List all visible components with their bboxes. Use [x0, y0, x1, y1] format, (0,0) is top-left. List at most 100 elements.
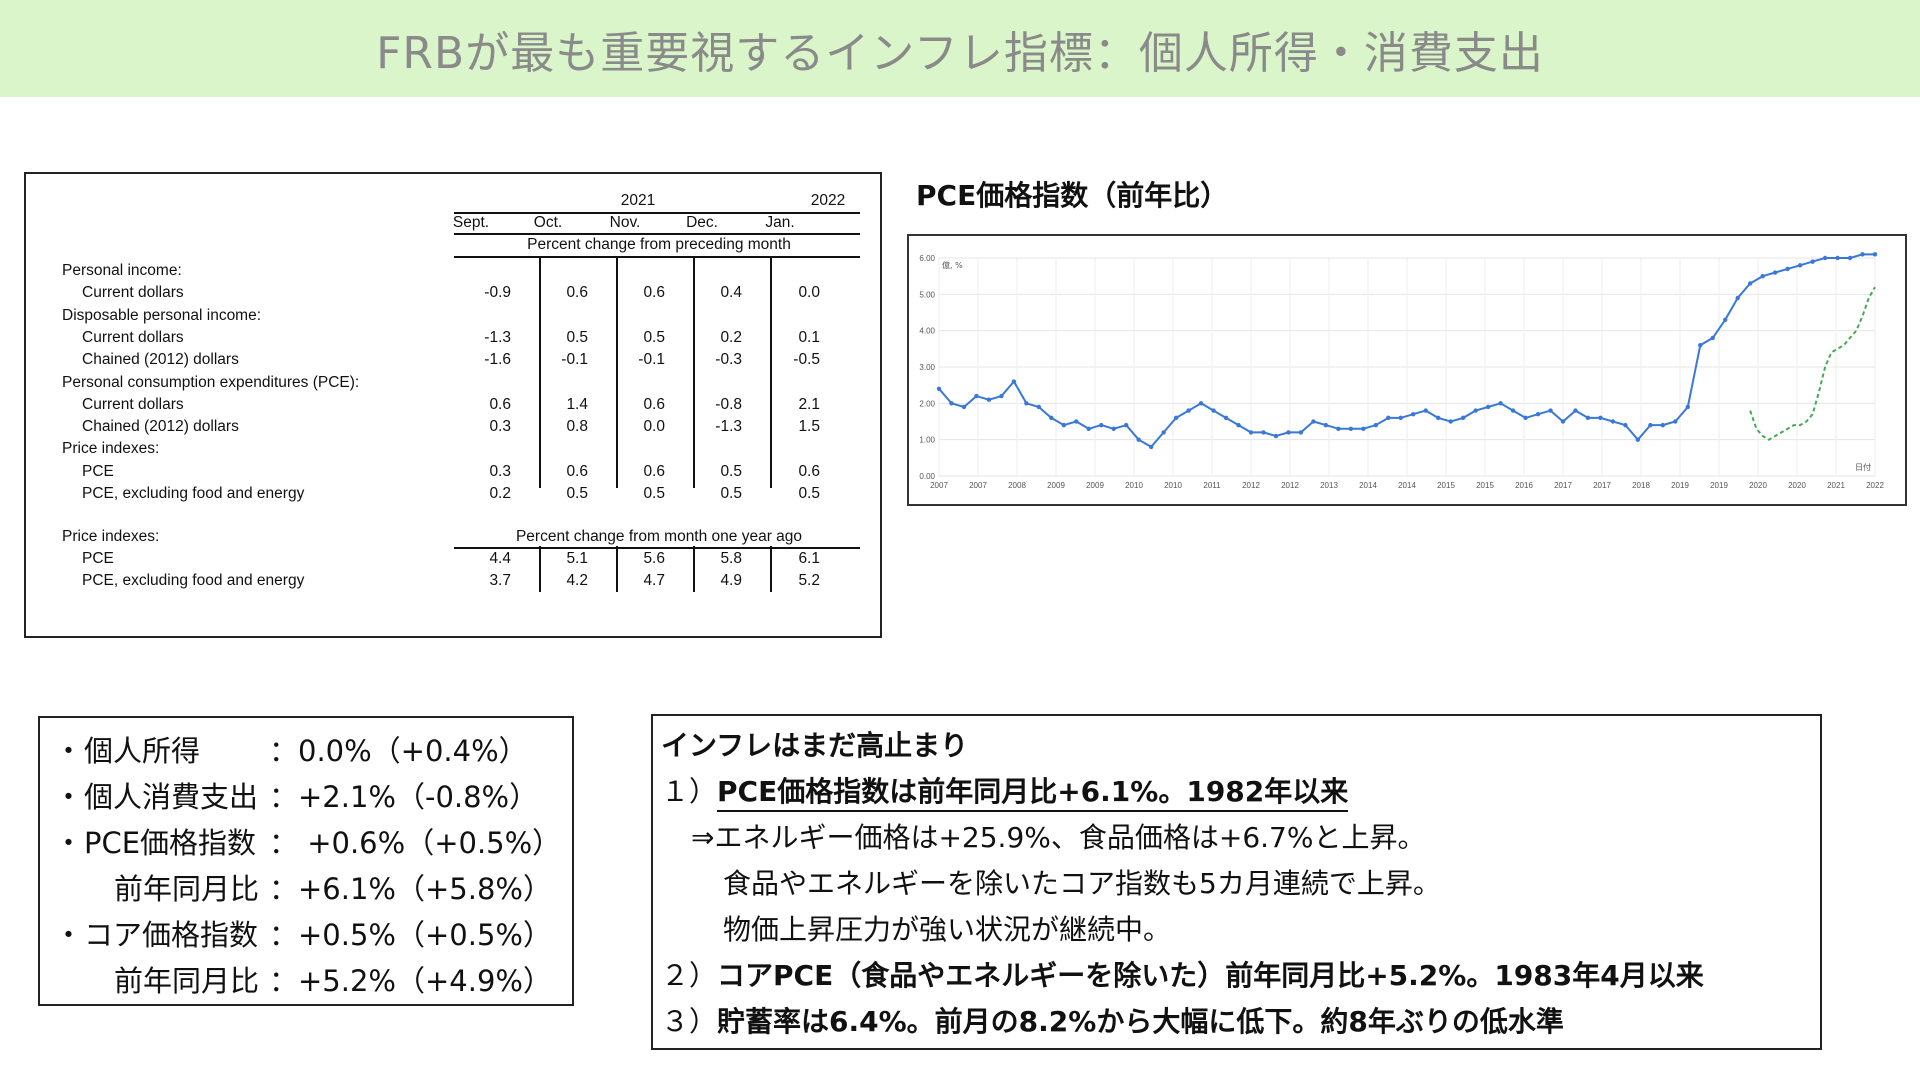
- y-tick-label: 4.00: [919, 327, 935, 336]
- cell-value: 0.5: [566, 485, 588, 502]
- x-tick-label: 2015: [1476, 481, 1494, 490]
- data-point: [1011, 379, 1017, 384]
- key-figure-value: ：+2.1%（-0.8%）: [269, 780, 539, 814]
- data-point: [1236, 422, 1241, 428]
- cell-value: -1.6: [484, 351, 511, 369]
- rule: [454, 547, 860, 549]
- data-point: [999, 393, 1004, 399]
- data-point: [1386, 415, 1391, 421]
- data-point: [1323, 422, 1329, 428]
- row-label: Current dollars: [82, 284, 184, 302]
- row-label: PCE, excluding food and energy: [82, 485, 305, 502]
- data-point: [1036, 404, 1042, 410]
- x-tick-label: 2011: [1203, 481, 1221, 490]
- data-point: [1748, 281, 1753, 286]
- data-point: [1698, 343, 1703, 348]
- data-point: [1411, 412, 1416, 417]
- data-point: [1498, 401, 1503, 406]
- data-point: [1336, 426, 1341, 431]
- cell-value: 0.6: [643, 395, 665, 413]
- x-tick-label: 2012: [1242, 481, 1260, 490]
- row-label: Chained (2012) dollars: [82, 351, 239, 369]
- cell-value: -0.9: [484, 284, 511, 302]
- cell-value: 0.6: [489, 395, 511, 413]
- cell-value: 5.2: [798, 572, 820, 590]
- data-point: [1049, 415, 1054, 421]
- data-point: [1648, 422, 1653, 428]
- row-label: PCE, excluding food and energy: [82, 572, 305, 590]
- summary-item-1: １）PCE価格指数は前年同月比+6.1%。1982年以来: [661, 770, 1349, 812]
- cell-value: 4.4: [489, 550, 511, 567]
- page-title: FRBが最も重要視するインフレ指標：個人所得・消費支出: [376, 27, 1544, 79]
- x-tick-label: 2021: [1827, 481, 1845, 490]
- cell-value: 1.5: [798, 418, 820, 436]
- data-point: [1460, 415, 1466, 421]
- key-figure-label: 個人消費支出: [84, 780, 259, 814]
- data-point: [1061, 422, 1066, 428]
- data-point: [1822, 255, 1828, 261]
- data-point: [986, 397, 992, 402]
- x-tick-label: 2019: [1671, 481, 1689, 490]
- data-point: [1673, 419, 1678, 424]
- item-number: ２）: [661, 959, 718, 992]
- data-point: [1161, 430, 1166, 435]
- cell-value: 0.5: [566, 328, 588, 346]
- data-point: [974, 393, 979, 399]
- cell-value: 0.6: [566, 284, 588, 302]
- cell-value: -1.3: [484, 328, 511, 346]
- cell-value: 0.3: [489, 418, 511, 436]
- column-divider: [539, 258, 541, 488]
- x-axis-label: 日付: [1855, 462, 1871, 472]
- data-point: [1086, 426, 1091, 431]
- cell-value: 6.1: [798, 550, 820, 567]
- data-point: [1398, 415, 1403, 421]
- key-figure-row: ・個人所得 ：0.0%（+0.4%）: [54, 728, 528, 770]
- key-figure-label: コア価格指数: [84, 918, 259, 952]
- rule: [454, 233, 860, 235]
- data-point: [1099, 422, 1104, 428]
- data-point: [1173, 415, 1179, 421]
- data-point: [1473, 408, 1478, 413]
- data-point: [1610, 419, 1616, 424]
- cell-value: 5.6: [643, 550, 665, 567]
- bullet-mark: ・: [54, 826, 84, 860]
- data-point: [1797, 263, 1803, 268]
- x-tick-label: 2017: [1554, 481, 1572, 490]
- data-point: [1485, 404, 1491, 410]
- item1-detail-1: ⇒エネルギー価格は+25.9%、食品価格は+6.7%と上昇。: [691, 821, 1426, 854]
- data-point: [1535, 412, 1541, 417]
- y-tick-label: 1.00: [919, 436, 935, 445]
- key-figure-label: PCE価格指数: [84, 826, 257, 860]
- data-point: [1598, 415, 1603, 421]
- data-point: [1723, 317, 1728, 322]
- data-point: [961, 404, 967, 410]
- year-2021: 2021: [620, 192, 656, 209]
- data-point: [1423, 408, 1428, 413]
- column-divider: [693, 258, 695, 488]
- cell-value: -1.3: [715, 418, 742, 436]
- cell-value: 0.3: [489, 462, 511, 480]
- cell-value: 0.6: [566, 462, 588, 480]
- title-bar: FRBが最も重要視するインフレ指標：個人所得・消費支出: [0, 0, 1920, 97]
- data-point: [1860, 252, 1865, 257]
- cell-value: -0.1: [561, 351, 588, 369]
- data-point: [1560, 419, 1566, 424]
- x-tick-label: 2007: [930, 481, 948, 490]
- data-point: [1573, 408, 1578, 413]
- x-tick-label: 2016: [1515, 481, 1533, 490]
- cell-value: 2.1: [798, 395, 820, 413]
- x-tick-label: 2010: [1164, 481, 1182, 490]
- cell-value: 5.1: [566, 550, 588, 567]
- pce-chart: 0.00 1.00 2.00 3.00 4.00 5.00 6.00 2007 2007 2008…: [907, 234, 1907, 506]
- data-point: [1660, 422, 1666, 428]
- cell-value: 5.8: [720, 550, 742, 567]
- y-tick-label: 0.00: [919, 472, 935, 481]
- key-figure-value: ：+0.5%（+0.5%）: [269, 918, 552, 952]
- data-point: [1847, 255, 1853, 261]
- cell-value: 1.4: [566, 395, 588, 413]
- bullet-mark: ・: [54, 918, 84, 952]
- chart-title: PCE価格指数（前年比）: [916, 179, 1229, 212]
- data-point: [1523, 415, 1528, 421]
- key-figure-label: 前年同月比: [114, 964, 260, 998]
- key-figure-row: ・個人消費支出 ：+2.1%（-0.8%）: [54, 774, 538, 816]
